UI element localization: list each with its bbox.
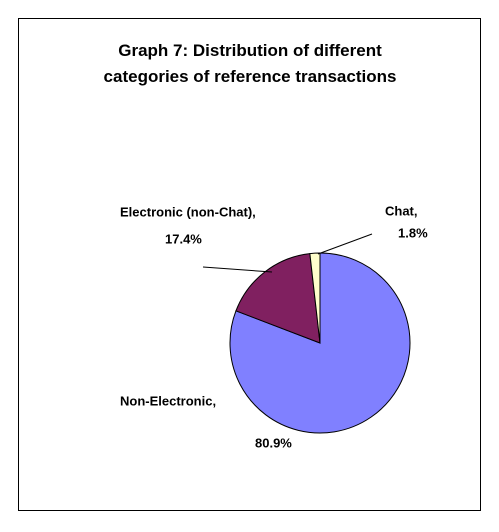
slice-label: Electronic (non-Chat),: [120, 204, 256, 219]
value-label: 17.4%: [165, 231, 202, 246]
value-label: 80.9%: [255, 435, 292, 450]
leader-line: [317, 233, 373, 255]
leader-line: [202, 266, 273, 273]
value-label: 1.8%: [398, 225, 428, 240]
chart-frame: [18, 18, 481, 511]
slice-label: Chat,: [385, 203, 418, 218]
chart-title: Graph 7: Distribution of different categ…: [103, 41, 397, 86]
slice-label: Non-Electronic,: [120, 393, 216, 408]
